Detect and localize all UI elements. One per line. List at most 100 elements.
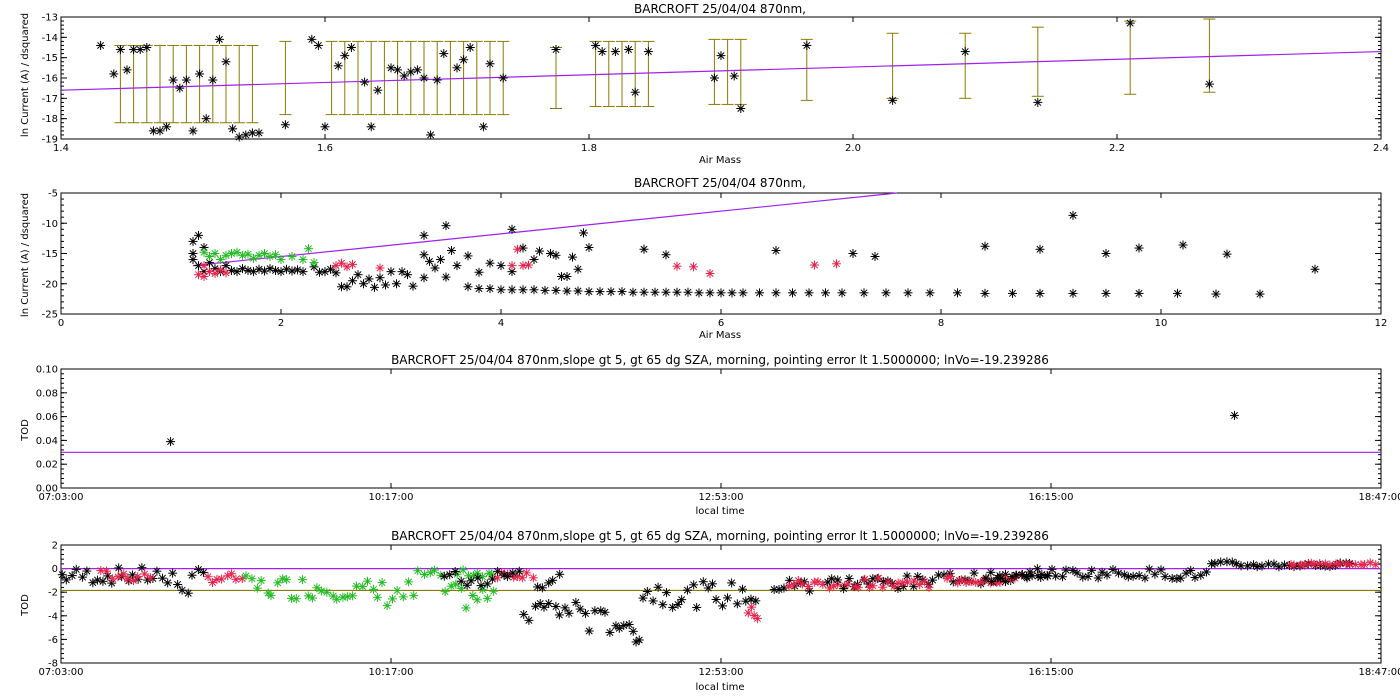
- y-tick-label: 0.06: [36, 412, 58, 423]
- data-point-red-stroke: [904, 578, 912, 586]
- data-point-black: [1134, 288, 1144, 298]
- data-point-black-stroke: [1008, 289, 1017, 297]
- data-point-black-stroke: [706, 289, 714, 297]
- data-point-green-stroke: [352, 582, 361, 590]
- data-point-stroke: [176, 84, 184, 92]
- data-point-stroke: [631, 88, 639, 96]
- data-point-black: [1101, 288, 1111, 298]
- data-point-black: [573, 264, 583, 274]
- data-point-black: [804, 288, 814, 298]
- data-point-black: [353, 270, 363, 280]
- data-point-red-stroke: [141, 570, 149, 578]
- data-point-black-stroke: [420, 251, 428, 259]
- data-point-black-stroke: [1253, 563, 1261, 571]
- data-point-red-stroke: [1321, 560, 1329, 568]
- data-point-black: [518, 285, 528, 295]
- data-point-black-stroke: [381, 281, 390, 289]
- fit-line: [60, 50, 1382, 91]
- data-point-black-stroke: [1073, 569, 1081, 577]
- data-point-black-stroke: [1244, 562, 1252, 570]
- panel-3: BARCROFT 25/04/04 870nm,slope gt 5, gt 6…: [20, 353, 1400, 517]
- data-point-green-stroke: [248, 575, 256, 583]
- data-point-green-stroke: [399, 593, 407, 601]
- data-point-green: [227, 249, 236, 258]
- panel-1-ylabel: ln Current (A) / dsquared: [20, 13, 31, 137]
- data-point-red-stroke: [524, 261, 533, 269]
- data-point-black: [1252, 562, 1262, 572]
- data-point-green-stroke: [267, 592, 275, 600]
- data-point-red: [672, 261, 682, 271]
- data-point-stroke: [889, 96, 897, 104]
- data-point-red-stroke: [376, 264, 384, 272]
- data-point-stroke: [143, 43, 151, 52]
- data-point-red-stroke: [798, 580, 807, 588]
- data-point-stroke: [460, 56, 468, 64]
- data-point-stroke: [361, 78, 369, 86]
- data-point-black: [493, 566, 503, 576]
- data-point-black-stroke: [538, 584, 546, 592]
- data-point-black-stroke: [494, 567, 502, 575]
- data-point-stroke: [598, 48, 606, 56]
- data-point-black: [187, 570, 197, 580]
- data-point-black-stroke: [1135, 244, 1143, 252]
- data-point-green-stroke: [426, 569, 434, 577]
- data-point-black-stroke: [447, 246, 456, 254]
- y-tick-label: -10: [42, 219, 58, 230]
- data-point-stroke: [367, 123, 375, 131]
- data-point-black: [1072, 568, 1082, 578]
- data-point-black: [1150, 569, 1160, 579]
- data-point-black: [1178, 240, 1188, 250]
- data-point-black: [881, 288, 891, 298]
- data-point-black-stroke: [343, 283, 351, 291]
- data-point-black-stroke: [712, 595, 720, 604]
- data-point-black-stroke: [1311, 265, 1319, 273]
- data-point-black: [682, 585, 692, 595]
- data-point-red-stroke: [925, 583, 933, 591]
- data-point-black-stroke: [561, 604, 569, 612]
- data-point-green: [238, 250, 247, 260]
- panel-1-marks: 1.4 1.6 1.8 2.0 2.2 2.4 -13 -14 -15 -16 -17 -18 -19: [42, 13, 1389, 155]
- data-point-stroke: [1205, 80, 1213, 88]
- data-point-red-stroke: [861, 575, 869, 583]
- data-point: [465, 43, 475, 52]
- data-point-green-stroke: [216, 256, 225, 264]
- x-tick-label: 0: [58, 318, 64, 329]
- data-point: [1229, 410, 1239, 420]
- data-point-black: [452, 261, 462, 271]
- data-point-red-stroke: [1336, 560, 1344, 568]
- data-point-green-stroke: [238, 251, 247, 259]
- data-point-black-stroke: [238, 265, 247, 273]
- data-point-green-stroke: [459, 566, 467, 574]
- data-point-black-stroke: [1023, 573, 1031, 581]
- data-point-red: [348, 259, 357, 269]
- data-point-green-stroke: [317, 587, 325, 595]
- data-point-black: [1087, 565, 1097, 575]
- data-point: [485, 59, 495, 69]
- data-point-green-stroke: [457, 584, 465, 592]
- data-point-stroke: [387, 64, 395, 72]
- data-point-green: [307, 593, 317, 603]
- data-point-green-stroke: [249, 254, 258, 262]
- data-point-red: [1300, 559, 1310, 569]
- panel-3-frame: [60, 368, 1382, 489]
- data-point-black: [1017, 570, 1027, 580]
- data-point-black: [519, 609, 529, 619]
- data-point-black-stroke: [519, 286, 527, 294]
- y-tick-label: -8: [48, 659, 58, 670]
- data-point-green: [282, 575, 292, 585]
- data-point-black: [737, 584, 747, 594]
- data-point-black-stroke: [557, 272, 566, 280]
- data-point-black-stroke: [739, 289, 747, 297]
- data-point-black-stroke: [1036, 245, 1044, 253]
- data-point-black: [152, 566, 162, 576]
- data-point-stroke: [182, 76, 190, 84]
- data-point-red-stroke: [1307, 559, 1315, 567]
- data-point-black: [1068, 210, 1078, 220]
- data-point-black: [653, 582, 663, 592]
- data-point-black: [456, 576, 466, 586]
- data-point-green-stroke: [227, 249, 236, 258]
- data-point-black-stroke: [662, 251, 670, 259]
- data-point-black-stroke: [747, 595, 755, 603]
- data-point-black-stroke: [194, 231, 203, 239]
